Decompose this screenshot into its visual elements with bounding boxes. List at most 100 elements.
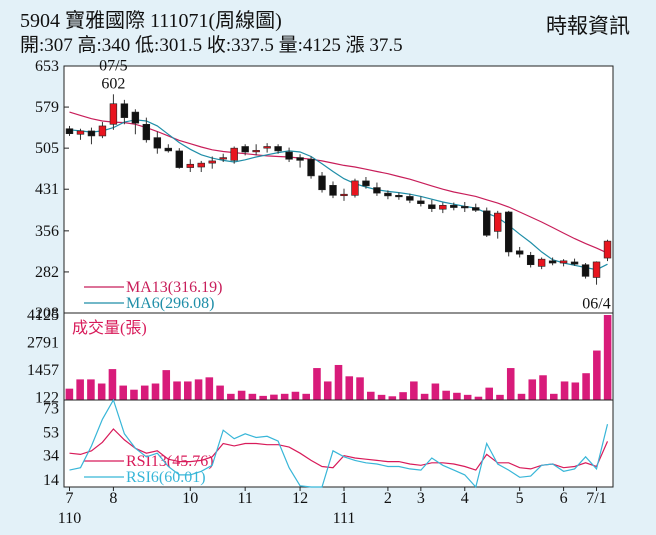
price-tick-label: 356 <box>35 223 59 240</box>
price-tick-label: 431 <box>35 181 59 198</box>
candle <box>274 146 282 152</box>
candle <box>340 193 348 197</box>
volume-tick-label: 4125 <box>27 307 59 324</box>
volume-bar <box>291 391 300 400</box>
ma-line-0 <box>69 111 608 254</box>
volume-bar <box>474 396 483 400</box>
x-year-label: 111 <box>333 510 356 527</box>
candle <box>241 146 249 153</box>
candle <box>395 195 403 198</box>
volume-bar <box>539 375 547 400</box>
volume-bar <box>216 385 224 400</box>
volume-bar <box>270 394 278 400</box>
candle <box>417 200 425 204</box>
candle <box>142 123 151 141</box>
price-tick-label: 653 <box>35 58 59 75</box>
volume-bar <box>593 350 601 400</box>
volume-bar <box>560 381 569 400</box>
x-tick-label: 7 <box>65 490 73 507</box>
volume-bar <box>410 381 418 400</box>
candle <box>537 258 546 267</box>
candle <box>384 192 392 197</box>
candle <box>461 206 469 209</box>
annotation-date: 06/4 <box>582 296 610 313</box>
candle <box>98 125 107 137</box>
volume-bar <box>517 393 526 400</box>
annotation-value: 602 <box>101 75 125 92</box>
volume-bar <box>323 381 332 400</box>
candle <box>362 180 370 187</box>
data-source: 時報資訊 <box>546 14 630 38</box>
volume-bar <box>119 385 127 400</box>
candle <box>296 157 304 161</box>
price-tick-label: 579 <box>35 99 59 116</box>
candle <box>219 157 227 160</box>
ma-line-1 <box>69 119 608 271</box>
candle <box>373 187 381 194</box>
rsi-tick-label: 53 <box>43 425 59 442</box>
volume-bar <box>356 377 364 400</box>
candle <box>186 163 194 168</box>
volume-bar <box>76 379 84 400</box>
candle <box>131 111 140 124</box>
ma-legend-label: MA6(296.08) <box>126 295 214 312</box>
volume-bar <box>506 368 515 400</box>
x-tick-label: 11 <box>237 490 252 507</box>
chart-title: 5904 寶雅國際 111071(周線圖) <box>20 10 282 32</box>
volume-bar <box>367 391 375 400</box>
candle <box>439 205 447 210</box>
volume-bar <box>420 393 429 400</box>
rsi-line-1 <box>69 398 609 489</box>
x-tick-label: 6 <box>560 490 568 507</box>
volume-bar <box>140 385 149 400</box>
volume-bar <box>453 392 461 400</box>
rsi-legend-label: RSI13(45.76) <box>126 453 214 470</box>
price-tick-label: 282 <box>35 264 59 281</box>
volume-bar <box>130 389 138 400</box>
volume-title: 成交量(張) <box>72 319 147 337</box>
volume-bar <box>313 368 321 400</box>
volume-bar <box>194 379 203 400</box>
rsi-tick-label: 14 <box>43 472 59 489</box>
candle <box>307 158 315 177</box>
rsi-tick-label: 34 <box>43 448 59 465</box>
rsi-tick-label: 73 <box>43 400 59 417</box>
candle <box>175 150 183 168</box>
candle <box>252 150 260 153</box>
volume-tick-label: 2791 <box>27 334 59 351</box>
volume-bar <box>184 381 192 400</box>
candle <box>592 261 601 278</box>
volume-bar <box>431 383 440 400</box>
volume-bar <box>550 393 558 400</box>
volume-bar <box>108 369 117 400</box>
volume-bar <box>151 383 160 400</box>
candle <box>581 264 590 277</box>
candle <box>548 260 557 264</box>
candle <box>87 130 96 137</box>
candle <box>76 130 85 135</box>
volume-bar <box>399 392 407 400</box>
volume-bar <box>345 376 354 400</box>
x-tick-label: 8 <box>109 490 117 507</box>
candle <box>164 147 173 152</box>
volume-bar <box>237 390 246 400</box>
candle <box>526 254 535 266</box>
volume-bar <box>442 390 450 400</box>
x-tick-label: 5 <box>516 490 524 507</box>
volume-bar <box>377 394 386 400</box>
volume-bar <box>65 388 74 400</box>
rsi-legend-label: RSI6(60.01) <box>126 469 206 486</box>
volume-bar <box>248 393 257 400</box>
candle <box>351 180 359 196</box>
x-tick-label: 7/1 <box>586 490 606 507</box>
volume-bar <box>463 394 472 400</box>
candle <box>318 175 326 191</box>
ma-legend-label: MA13(316.19) <box>126 279 222 296</box>
volume-bar <box>496 394 504 400</box>
x-tick-label: 2 <box>384 490 392 507</box>
candle <box>570 261 579 265</box>
volume-bar <box>571 382 580 400</box>
quote-summary: 開:307 高:340 低:301.5 收:337.5 量:4125 漲 37.… <box>20 35 403 56</box>
candle <box>450 205 458 208</box>
volume-bar <box>280 393 289 400</box>
